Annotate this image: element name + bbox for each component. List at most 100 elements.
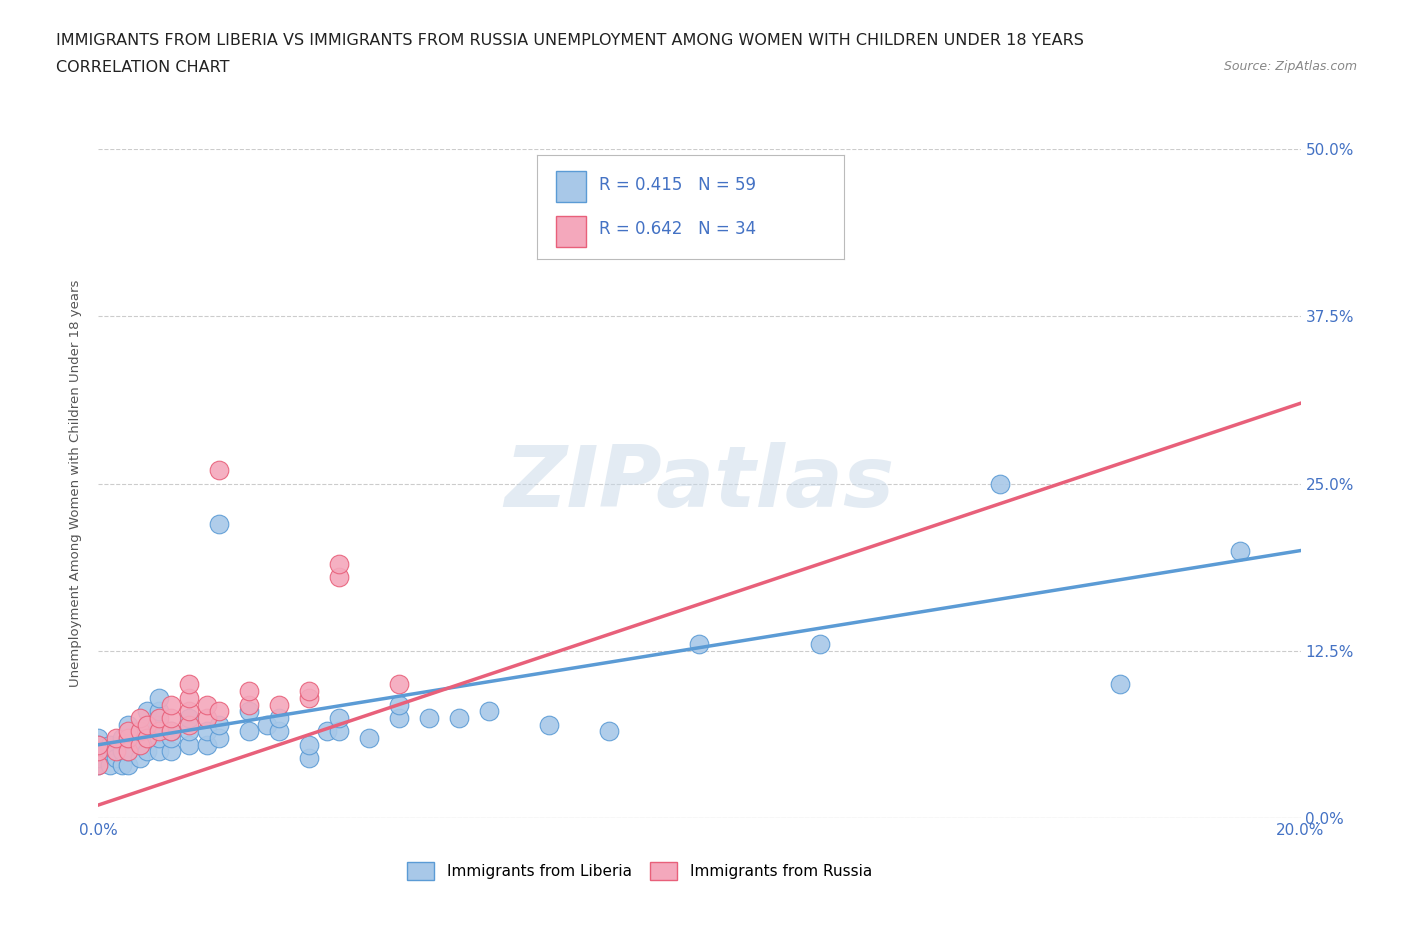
Point: [87, 744, 110, 759]
Point: [135, 744, 157, 759]
Text: Source: ZipAtlas.com: Source: ZipAtlas.com: [1223, 60, 1357, 73]
Text: CORRELATION CHART: CORRELATION CHART: [56, 60, 229, 75]
Point: [100, 737, 122, 752]
Point: [159, 724, 181, 738]
Point: [177, 704, 200, 719]
Point: [87, 737, 110, 752]
Point: [129, 711, 152, 725]
Point: [159, 724, 181, 738]
Point: [129, 724, 152, 738]
Point: [117, 744, 139, 759]
Point: [195, 737, 218, 752]
Point: [689, 637, 711, 652]
Point: [129, 737, 152, 752]
Point: [195, 698, 218, 712]
Point: [117, 744, 139, 759]
Point: [117, 724, 139, 738]
Point: [111, 744, 134, 759]
Point: [195, 711, 218, 725]
Point: [315, 724, 337, 738]
Y-axis label: Unemployment Among Women with Children Under 18 years: Unemployment Among Women with Children U…: [69, 280, 83, 687]
Point: [328, 570, 350, 585]
Point: [87, 737, 110, 752]
Point: [159, 731, 181, 746]
Point: [267, 698, 290, 712]
Point: [87, 731, 110, 746]
Point: [117, 731, 139, 746]
Point: [105, 744, 128, 759]
Point: [87, 751, 110, 765]
Text: R = 0.642   N = 34: R = 0.642 N = 34: [599, 220, 755, 238]
Point: [1229, 543, 1251, 558]
Point: [208, 516, 231, 531]
Point: [388, 711, 411, 725]
Point: [298, 737, 321, 752]
Point: [388, 677, 411, 692]
Point: [129, 737, 152, 752]
Point: [328, 724, 350, 738]
Point: [129, 751, 152, 765]
Point: [159, 711, 181, 725]
Point: [100, 757, 122, 772]
Text: R = 0.415   N = 59: R = 0.415 N = 59: [599, 176, 755, 193]
Point: [148, 704, 170, 719]
Point: [148, 711, 170, 725]
Point: [129, 724, 152, 738]
Point: [87, 757, 110, 772]
Point: [111, 757, 134, 772]
Point: [135, 717, 157, 732]
Point: [238, 704, 260, 719]
Point: [135, 731, 157, 746]
Point: [148, 717, 170, 732]
Point: [100, 744, 122, 759]
Point: [148, 724, 170, 738]
Point: [135, 717, 157, 732]
Point: [87, 744, 110, 759]
Point: [195, 724, 218, 738]
Point: [177, 737, 200, 752]
Point: [267, 724, 290, 738]
Point: [111, 731, 134, 746]
Point: [418, 711, 440, 725]
Point: [298, 690, 321, 705]
Point: [208, 463, 231, 478]
Point: [208, 717, 231, 732]
Point: [538, 717, 561, 732]
Point: [177, 690, 200, 705]
Bar: [555, 171, 586, 202]
Point: [298, 684, 321, 698]
Bar: [555, 216, 586, 246]
Point: [478, 704, 501, 719]
Point: [159, 698, 181, 712]
Point: [177, 711, 200, 725]
Point: [208, 731, 231, 746]
Point: [447, 711, 470, 725]
Text: IMMIGRANTS FROM LIBERIA VS IMMIGRANTS FROM RUSSIA UNEMPLOYMENT AMONG WOMEN WITH : IMMIGRANTS FROM LIBERIA VS IMMIGRANTS FR…: [56, 33, 1084, 47]
Point: [105, 731, 128, 746]
Point: [808, 637, 831, 652]
Point: [238, 684, 260, 698]
Legend: Immigrants from Liberia, Immigrants from Russia: Immigrants from Liberia, Immigrants from…: [399, 855, 880, 888]
Point: [328, 711, 350, 725]
Point: [177, 677, 200, 692]
Point: [328, 556, 350, 571]
Point: [87, 757, 110, 772]
Point: [177, 724, 200, 738]
Point: [388, 698, 411, 712]
Point: [135, 731, 157, 746]
Point: [105, 751, 128, 765]
Point: [177, 717, 200, 732]
Point: [748, 235, 770, 250]
Point: [256, 717, 278, 732]
Point: [1109, 677, 1132, 692]
Point: [117, 757, 139, 772]
Point: [357, 731, 380, 746]
Point: [208, 704, 231, 719]
Point: [148, 731, 170, 746]
Text: ZIPatlas: ZIPatlas: [505, 442, 894, 525]
Point: [148, 690, 170, 705]
Point: [238, 698, 260, 712]
Point: [159, 744, 181, 759]
Point: [598, 724, 620, 738]
Point: [117, 717, 139, 732]
